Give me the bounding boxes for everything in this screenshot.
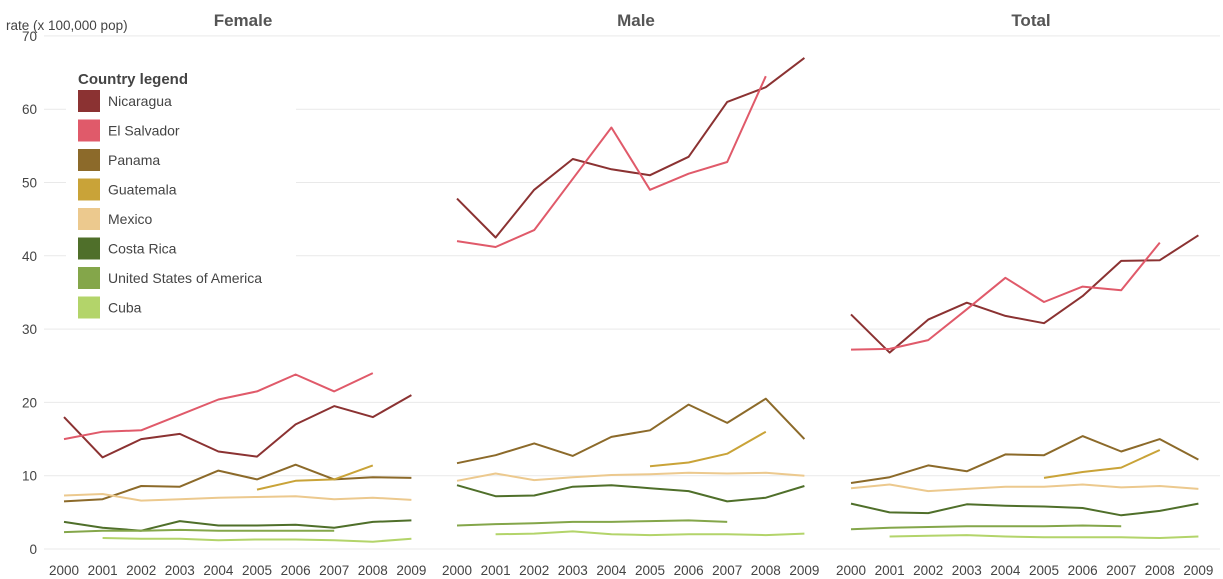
x-tick-label: 2006 (1068, 563, 1098, 578)
series-line-costa-rica (456, 484, 805, 503)
legend-label-guatemala: Guatemala (108, 182, 177, 198)
y-tick-label: 0 (29, 542, 37, 557)
x-tick-label: 2001 (481, 563, 511, 578)
legend-label-costa-rica: Costa Rica (108, 241, 177, 257)
x-tick-label: 2006 (281, 563, 311, 578)
series-line-cuba (495, 530, 805, 537)
legend-label-panama: Panama (108, 152, 160, 168)
legend-swatch-nicaragua (78, 90, 100, 112)
legend-label-el-salvador: El Salvador (108, 123, 180, 139)
legend-swatch-panama (78, 149, 100, 171)
series-line-cuba (102, 537, 412, 543)
legend-swatch-costa-rica (78, 237, 100, 260)
legend: Country legend Nicaragua El Salvador Panam… (66, 66, 296, 324)
series-line-el-salvador (63, 372, 374, 441)
x-tick-label: 2001 (88, 563, 118, 578)
panel-title-female: Female (214, 11, 273, 30)
x-tick-label: 2003 (952, 563, 982, 578)
legend-swatch-el-salvador (78, 119, 100, 142)
panel-female (63, 372, 412, 543)
x-tick-label: 2006 (674, 563, 704, 578)
y-axis: rate (x 100,000 pop) 0 10 20 30 40 50 60 70 (6, 18, 128, 557)
x-tick-label: 2000 (442, 563, 472, 578)
series-line-united-states-of-america (456, 519, 728, 527)
x-tick-label: 2007 (712, 563, 742, 578)
legend-label-cuba: Cuba (108, 300, 142, 316)
series-line-mexico (456, 471, 805, 482)
series-line-guatemala (649, 430, 767, 468)
series-line-guatemala (1043, 449, 1161, 479)
x-tick-label: 2008 (358, 563, 388, 578)
legend-swatch-cuba (78, 296, 100, 319)
series-line-nicaragua (63, 394, 412, 459)
x-tick-label: 2002 (519, 563, 549, 578)
legend-swatch-mexico (78, 208, 100, 230)
x-tick-label: 2001 (875, 563, 905, 578)
series-line-mexico (63, 493, 412, 502)
x-tick-label: 2005 (1029, 563, 1059, 578)
y-tick-label: 30 (22, 322, 37, 337)
x-tick-label: 2009 (396, 563, 426, 578)
panel-titles: Female Male Total (214, 11, 1051, 30)
series-line-costa-rica (63, 519, 412, 532)
series-line-mexico (850, 483, 1199, 493)
x-tick-label: 2004 (990, 563, 1021, 578)
series-line-nicaragua (456, 57, 806, 239)
y-tick-label: 10 (22, 469, 37, 484)
legend-title: Country legend (78, 71, 188, 88)
y-tick-label: 50 (22, 176, 37, 191)
y-tick-label: 40 (22, 249, 37, 264)
x-tick-label: 2002 (126, 563, 156, 578)
x-tick-label: 2003 (165, 563, 195, 578)
series-line-united-states-of-america (850, 524, 1122, 531)
y-tick-label: 70 (22, 29, 37, 44)
series-line-costa-rica (850, 502, 1199, 517)
series-line-panama (63, 463, 412, 503)
series-line-united-states-of-america (63, 528, 335, 534)
series-line-panama (456, 397, 806, 465)
legend-label-nicaragua: Nicaragua (108, 93, 172, 109)
series-lines (63, 57, 1199, 543)
series-line-panama (850, 435, 1199, 484)
x-tick-label: 2004 (596, 563, 627, 578)
x-tick-label: 2007 (1106, 563, 1136, 578)
x-tick-label: 2008 (1145, 563, 1175, 578)
panel-total (850, 234, 1199, 539)
x-tick-label: 2008 (751, 563, 781, 578)
legend-label-mexico: Mexico (108, 211, 153, 227)
x-tick-label: 2000 (836, 563, 866, 578)
x-tick-label: 2004 (203, 563, 234, 578)
x-tick-label: 2007 (319, 563, 349, 578)
panel-male (456, 57, 806, 537)
series-line-guatemala (256, 464, 374, 491)
legend-swatch-guatemala (78, 178, 100, 201)
legend-swatch-united-states-of-america (78, 267, 100, 289)
y-axis-label: rate (x 100,000 pop) (6, 18, 128, 33)
x-tick-label: 2003 (558, 563, 588, 578)
series-line-el-salvador (456, 75, 767, 248)
x-tick-label: 2002 (913, 563, 943, 578)
y-tick-label: 20 (22, 395, 37, 410)
x-tick-label: 2009 (789, 563, 819, 578)
series-line-nicaragua (850, 234, 1199, 354)
x-tick-label: 2009 (1183, 563, 1213, 578)
x-axis: 2000 2001 2002 2003 2004 2005 2006 2007 2008 2009… (49, 563, 1213, 578)
y-tick-label: 60 (22, 102, 37, 117)
x-tick-label: 2000 (49, 563, 79, 578)
panel-title-total: Total (1011, 11, 1050, 30)
series-line-cuba (889, 534, 1199, 539)
panel-title-male: Male (617, 11, 655, 30)
series-line-el-salvador (850, 241, 1161, 351)
x-tick-label: 2005 (242, 563, 272, 578)
x-tick-label: 2005 (635, 563, 665, 578)
legend-label-united-states-of-america: United States of America (108, 270, 262, 286)
